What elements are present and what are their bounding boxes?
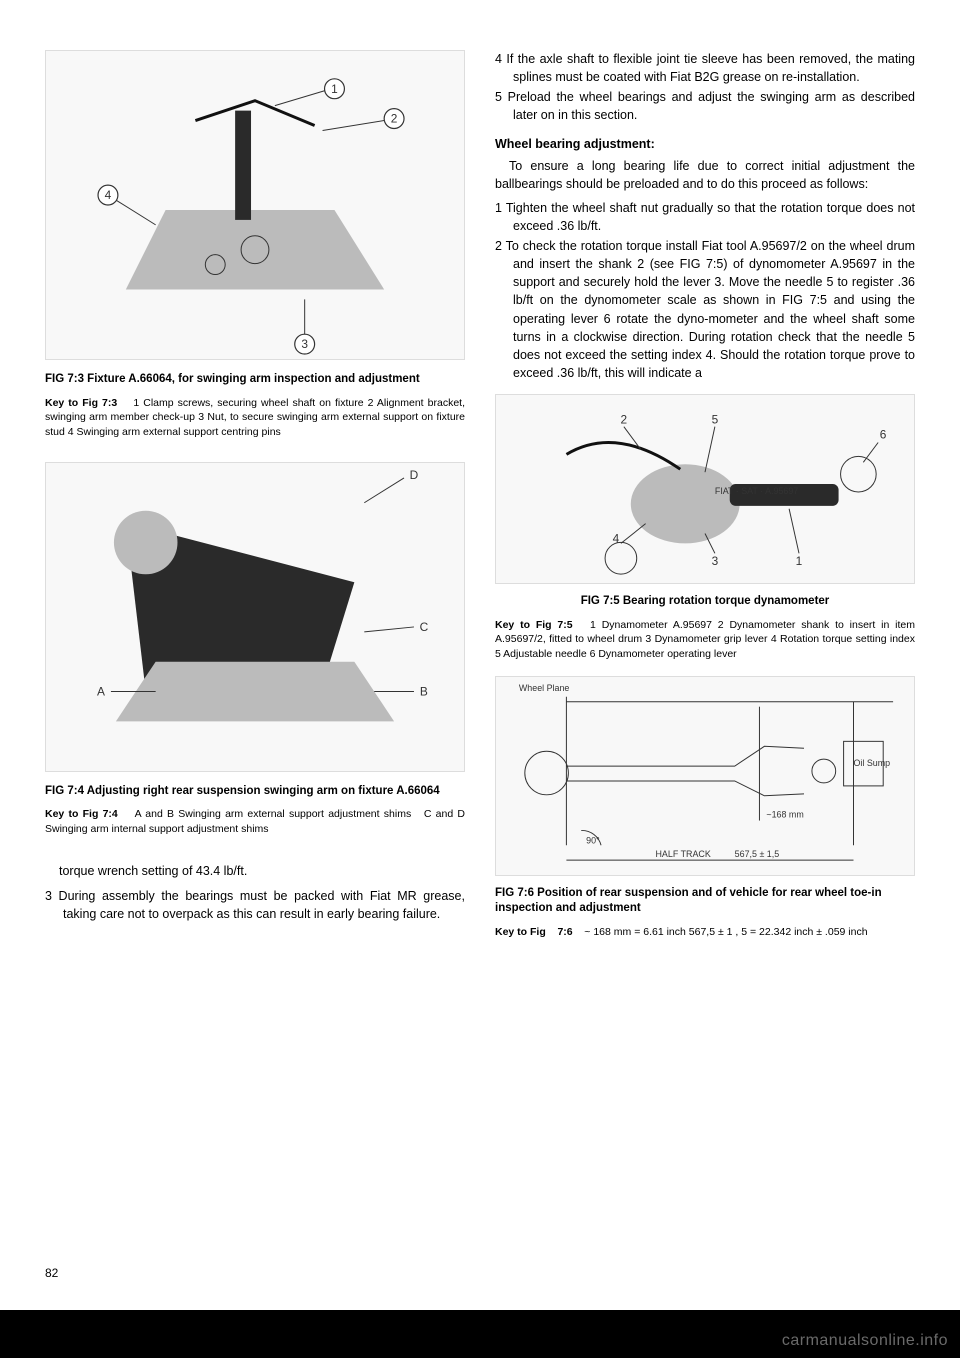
fig76-key-text: ~ 168 mm = 6.61 inch 567,5 ± 1 , 5 = 22.… xyxy=(584,926,867,938)
fig74-caption: FIG 7:4 Adjusting right rear suspension … xyxy=(45,784,465,800)
fig74-label-B: B xyxy=(420,684,428,698)
fig74-label-C: C xyxy=(420,620,429,634)
fig74-key-lead: Key to Fig 7:4 xyxy=(45,808,118,820)
fig76-anno-168: ~168 mm xyxy=(766,809,803,819)
right-column: 4 If the axle shaft to flexible joint ti… xyxy=(495,50,915,1280)
fig73-label-2: 2 xyxy=(391,112,398,126)
fig74-label-D: D xyxy=(410,468,419,482)
fig76-anno-oil: Oil Sump xyxy=(854,758,891,768)
fig75-key: Key to Fig 7:5 1 Dynamometer A.95697 2 D… xyxy=(495,618,915,662)
fig75-caption: FIG 7:5 Bearing rotation torque dynamome… xyxy=(495,594,915,610)
fig73-key: Key to Fig 7:3 1 Clamp screws, securing … xyxy=(45,396,465,440)
fig73-label-1: 1 xyxy=(331,82,338,96)
fig75-label-3: 3 xyxy=(712,554,719,568)
fig76-anno-90: 90° xyxy=(586,835,600,845)
subhead-wheel-bearing: Wheel bearing adjustment: xyxy=(495,137,915,151)
fig76-caption: FIG 7:6 Position of rear suspension and … xyxy=(495,886,915,917)
right-li5: 5 Preload the wheel bearings and adjust … xyxy=(495,88,915,124)
fig74-key-text-a: A and B Swinging arm external support ad… xyxy=(135,808,412,820)
fig73-label-3: 3 xyxy=(301,337,308,351)
figure-7-6-image: Wheel Plane Oil Sump ~168 mm 90° xyxy=(495,676,915,876)
watermark: carmanualsonline.info xyxy=(782,1332,948,1350)
fig73-label-4: 4 xyxy=(105,188,112,202)
fig75-label-2: 2 xyxy=(621,413,628,427)
body-li3: 3 During assembly the bearings must be p… xyxy=(45,887,465,923)
fig76-key: Key to Fig 7:6 ~ 168 mm = 6.61 inch 567,… xyxy=(495,925,915,940)
figure-7-4-image: D C A B xyxy=(45,462,465,772)
body-p1: torque wrench setting of 43.4 lb/ft. xyxy=(45,862,465,880)
fig75-label-6: 6 xyxy=(880,428,887,442)
fig76-key-lead: Key to Fig xyxy=(495,926,546,938)
fig75-label-5: 5 xyxy=(712,413,719,427)
fig73-caption: FIG 7:3 Fixture A.66064, for swinging ar… xyxy=(45,372,465,388)
fig74-label-A: A xyxy=(97,684,105,698)
fig74-key: Key to Fig 7:4 A and B Swinging arm exte… xyxy=(45,807,465,836)
fig76-anno-dim: 567,5 ± 1,5 xyxy=(735,849,780,859)
right-li2b: 2 To check the rotation torque install F… xyxy=(495,237,915,382)
fig75-label-4: 4 xyxy=(613,531,620,545)
fig75-key-lead: Key to Fig 7:5 xyxy=(495,619,573,631)
fig76-anno-half: HALF TRACK xyxy=(656,849,711,859)
fig76-anno-wheel: Wheel Plane xyxy=(519,682,570,692)
page-number: 82 xyxy=(45,1266,465,1280)
figure-7-3-image: 1 2 3 4 xyxy=(45,50,465,360)
right-p2: To ensure a long bearing life due to cor… xyxy=(495,157,915,193)
right-li1b: 1 Tighten the wheel shaft nut gradually … xyxy=(495,199,915,235)
fig75-label-1: 1 xyxy=(796,554,803,568)
figure-7-5-image: FIAT · SAT · A.95697 2 5 6 4 3 1 xyxy=(495,394,915,584)
page: 1 2 3 4 FIG 7:3 Fixture A.66064, for swi… xyxy=(0,0,960,1310)
svg-text:FIAT · SAT · A.95697: FIAT · SAT · A.95697 xyxy=(715,486,798,496)
right-li4: 4 If the axle shaft to flexible joint ti… xyxy=(495,50,915,86)
fig76-key-num: 7:6 xyxy=(557,926,572,938)
left-column: 1 2 3 4 FIG 7:3 Fixture A.66064, for swi… xyxy=(45,50,465,1280)
fig73-key-lead: Key to Fig 7:3 xyxy=(45,397,117,409)
